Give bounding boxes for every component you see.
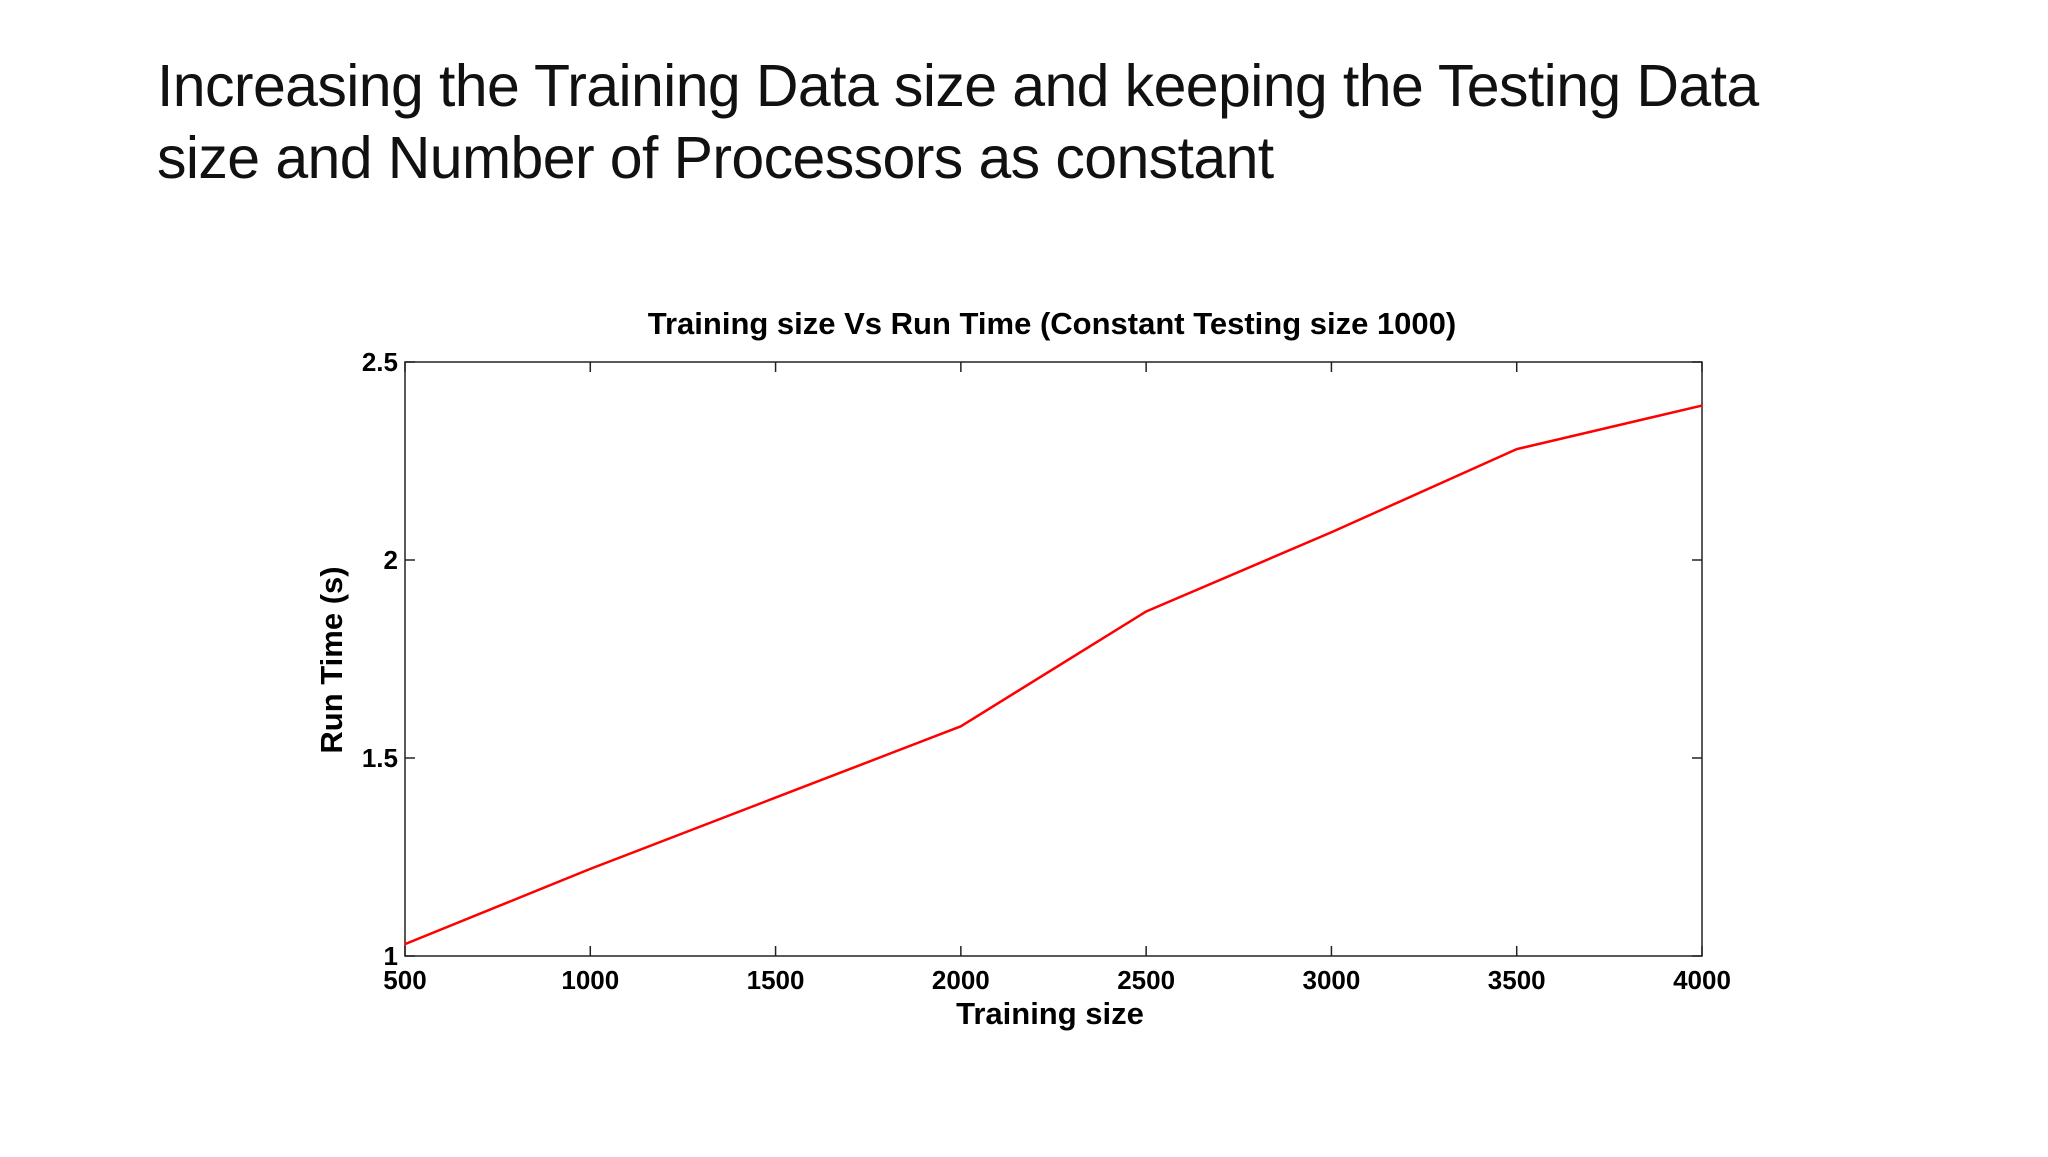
chart-title: Training size Vs Run Time (Constant Test… bbox=[648, 306, 1456, 341]
x-axis-label: Training size bbox=[956, 996, 1144, 1031]
x-tick-label: 3500 bbox=[1488, 965, 1546, 995]
x-tick-label: 2500 bbox=[1117, 965, 1175, 995]
data-point bbox=[774, 796, 777, 799]
slide-title-line-2: size and Number of Processors as constan… bbox=[157, 125, 1274, 191]
x-tick-label: 2000 bbox=[932, 965, 990, 995]
data-point bbox=[1701, 404, 1703, 407]
x-tick-label: 500 bbox=[383, 965, 426, 995]
data-point bbox=[589, 868, 592, 870]
y-tick-labels: 1 1.5 2 2.5 bbox=[362, 347, 398, 971]
series-line bbox=[404, 404, 1703, 946]
y-tick-label: 2.5 bbox=[362, 347, 398, 377]
x-tick-labels: 500 1000 1500 2000 2500 3000 3500 4000 bbox=[383, 965, 1731, 995]
data-point bbox=[404, 943, 406, 945]
x-tick-label: 3000 bbox=[1303, 965, 1361, 995]
plot-area-frame bbox=[404, 361, 1703, 957]
slide-title: Increasing the Training Data size and ke… bbox=[157, 50, 1957, 194]
y-tick-label: 1.5 bbox=[362, 743, 398, 773]
y-tick-label: 2 bbox=[384, 545, 398, 575]
x-tick-label: 1500 bbox=[747, 965, 805, 995]
slide-title-line-1: Increasing the Training Data size and ke… bbox=[157, 53, 1759, 119]
data-point bbox=[960, 725, 962, 728]
data-point bbox=[1330, 531, 1333, 534]
tick-marks bbox=[404, 361, 1703, 957]
y-tick-label: 1 bbox=[384, 941, 398, 971]
data-point bbox=[1515, 448, 1518, 450]
y-axis-label: Run Time (s) bbox=[314, 566, 349, 753]
x-tick-label: 4000 bbox=[1673, 965, 1731, 995]
data-point bbox=[1145, 610, 1147, 613]
x-tick-label: 1000 bbox=[561, 965, 619, 995]
series-layer bbox=[404, 404, 1703, 946]
